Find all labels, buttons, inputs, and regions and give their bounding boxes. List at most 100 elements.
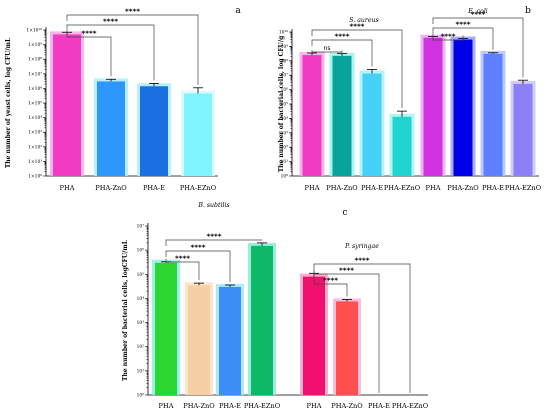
y-tick-label: 10⁶ [137, 248, 145, 254]
bar [53, 34, 81, 177]
x-tick-label: PHA-ZnO [331, 402, 363, 410]
group-label: E. coli [467, 8, 488, 15]
bar [362, 73, 382, 176]
bar [303, 276, 325, 395]
significance-label: **** [470, 10, 485, 19]
significance-label: **** [339, 266, 354, 275]
y-tick-label: 1×10³ [28, 130, 42, 136]
x-tick-label: PHA-ZnO [326, 184, 358, 192]
significance-label: **** [81, 29, 96, 38]
significance-bracket [66, 29, 112, 77]
y-tick-label: 10⁶ [281, 87, 289, 93]
significance-bracket [311, 49, 343, 53]
bar [188, 285, 210, 395]
y-axis-title: The number of bacterial cells, log CFU/g [278, 35, 285, 172]
panel-label: a [235, 6, 241, 16]
y-tick-label: 10⁵ [137, 272, 145, 278]
significance-bracket [313, 263, 411, 393]
significance-label: **** [323, 276, 338, 285]
bar [453, 39, 473, 177]
x-tick-label: PHA-ZnO [183, 402, 215, 410]
x-tick-label: PHA-E [361, 184, 383, 192]
y-axis-title: The number of yeast cells, log CFU/mL [5, 37, 12, 168]
bar [302, 55, 322, 176]
y-tick-label: 10¹ [281, 159, 289, 165]
significance-bracket [313, 270, 380, 393]
panel-label: b [525, 6, 531, 16]
y-tick-label: 1×10⁵ [28, 101, 42, 107]
significance-bracket [66, 14, 199, 85]
y-tick-label: 10⁰ [281, 174, 289, 180]
x-tick-label: PHA [60, 184, 75, 192]
y-tick-label: 10⁵ [281, 102, 289, 108]
y-tick-label: 1×10² [28, 144, 42, 150]
significance-bracket [432, 17, 524, 78]
significance-label: **** [349, 22, 364, 31]
y-tick-label: 1×10⁰ [28, 174, 42, 180]
y-tick-label: 10⁰ [137, 393, 145, 399]
x-tick-label: PHA [305, 184, 320, 192]
y-tick-label: 10¹⁰ [279, 30, 288, 36]
x-tick-label: PHA [426, 184, 441, 192]
significance-bracket [165, 239, 263, 246]
significance-bracket [311, 39, 373, 67]
panel-a: 1×10⁰ 1×10¹ 1×10² 1×10³ 1×10⁴ 1×10⁵ 1×10⁶ 1×10⁷… [5, 6, 241, 192]
y-tick-label: 1×10¹⁰ [26, 28, 42, 34]
y-tick-label: 1×10⁷ [28, 71, 42, 77]
y-tick-label: 10³ [137, 320, 145, 326]
group-label: B. subtilis [197, 202, 229, 209]
significance-bracket [432, 27, 494, 50]
significance-label: **** [190, 243, 205, 252]
y-tick-label: 1×10¹ [28, 159, 42, 165]
panel-c: 10⁰ 10¹ 10² 10³ 10⁴ 10⁵ 10⁶ 10⁷ The number of ba… [122, 202, 429, 410]
significance-label: **** [440, 32, 455, 41]
bar [423, 37, 443, 177]
bar [336, 301, 358, 395]
y-axis-title: The number of bacterial cells, logCFU/mL [122, 239, 129, 381]
y-tick-label: 1×10⁸ [28, 57, 42, 63]
y-tick-label: 10⁴ [281, 116, 289, 122]
bar [219, 286, 241, 395]
x-tick-label: PHA-E [482, 184, 504, 192]
y-tick-label: 10² [281, 145, 289, 151]
y-tick-label: 10⁹ [281, 44, 289, 50]
bar [392, 116, 412, 176]
x-tick-label: PHA-E [143, 184, 165, 192]
bar [332, 55, 352, 177]
significance-label: **** [206, 232, 221, 241]
y-tick-label: 10¹ [137, 368, 145, 374]
group-label: S. aureus [349, 17, 378, 24]
group-label: P. syringae [344, 243, 379, 250]
bar [184, 93, 212, 176]
significance-bracket [165, 250, 231, 282]
y-tick-label: 1×10⁹ [28, 42, 42, 48]
significance-bracket [311, 29, 403, 109]
y-tick-label: 1×10⁴ [28, 115, 42, 121]
y-tick-label: 10⁷ [137, 224, 145, 230]
x-tick-label: PHA-ZnO [447, 184, 479, 192]
significance-label: **** [125, 7, 140, 16]
x-tick-label: PHA-EZnO [244, 402, 281, 410]
x-tick-label: PHA-E [219, 402, 241, 410]
significance-bracket [165, 258, 200, 281]
x-tick-label: PHA-EZnO [392, 402, 429, 410]
x-tick-label: PHA-EZnO [384, 184, 421, 192]
significance-label: **** [103, 17, 118, 26]
bar [513, 83, 533, 176]
y-tick-label: 10³ [281, 130, 289, 136]
y-tick-label: 10² [137, 344, 145, 350]
y-tick-label: 10⁸ [281, 58, 289, 64]
significance-bracket [432, 33, 464, 41]
y-tick-label: 10⁴ [137, 296, 145, 302]
significance-label: ns [324, 45, 331, 52]
significance-label: **** [354, 256, 369, 265]
bar [140, 86, 168, 176]
x-tick-label: PHA-ZnO [95, 184, 127, 192]
x-tick-label: PHA [307, 402, 322, 410]
bar [155, 262, 177, 395]
bar [483, 53, 503, 176]
x-tick-label: PHA-E [368, 402, 390, 410]
significance-bracket [313, 270, 348, 297]
